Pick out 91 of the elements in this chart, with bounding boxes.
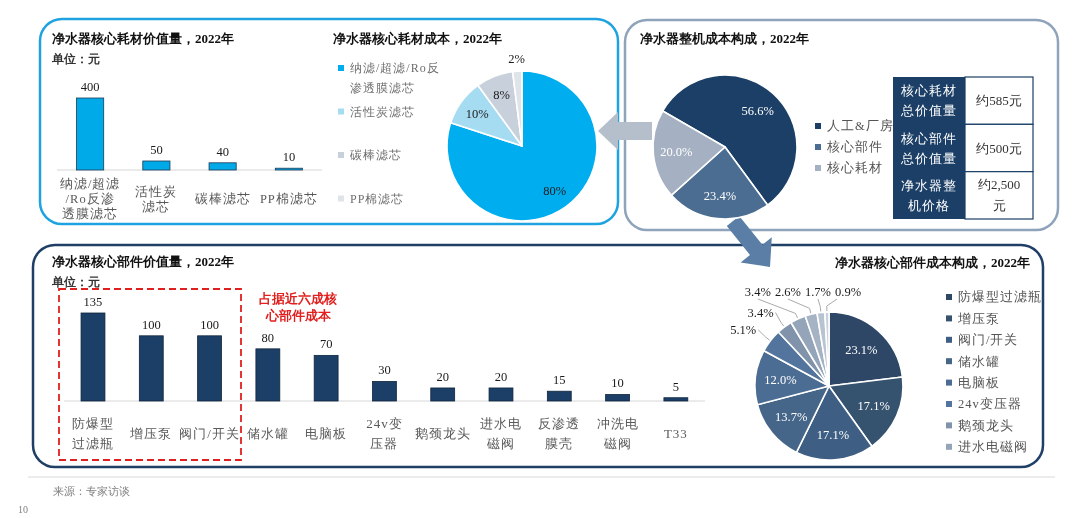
chart-title: 净水器核心耗材成本，2022年 [333, 30, 502, 46]
data-label: 3.4% [747, 305, 774, 320]
data-label: 80 [261, 330, 275, 345]
bar [197, 335, 222, 402]
chart-subtitle: 单位：元 [51, 52, 100, 67]
data-label: 2% [508, 52, 525, 67]
data-label: 8% [493, 87, 510, 102]
text: 约2,500元 [977, 177, 1021, 214]
x-tick-label: 反渗透膜壳 [538, 415, 581, 451]
data-label: 100 [200, 317, 219, 332]
data-label: 12.0% [764, 373, 797, 388]
text: 约585元 [976, 93, 1022, 109]
data-label: 135 [83, 295, 103, 309]
data-label: 56.6% [741, 103, 774, 118]
data-label: 0.9% [835, 285, 862, 300]
x-tick-label: 碳棒滤芯 [193, 192, 251, 207]
data-label: 2.6% [774, 285, 801, 300]
bar [313, 354, 339, 402]
data-label: 1.7% [804, 285, 831, 300]
legend-label: 核心耗材 [826, 160, 883, 176]
bar [138, 335, 164, 402]
x-tick-label: PP棉滤芯 [259, 192, 318, 207]
x-tick-label: 电脑板 [305, 425, 348, 441]
legend-label: 纳滤/超滤/Ro反渗透膜滤芯 [350, 61, 440, 96]
bar [142, 160, 171, 171]
text: 10 [18, 503, 28, 515]
bar [255, 348, 281, 402]
bar [605, 394, 630, 402]
legend-label: 活性炭滤芯 [350, 104, 415, 119]
text: 约500元 [976, 140, 1022, 156]
data-label: 400 [80, 80, 100, 94]
data-label: 10% [465, 106, 489, 121]
bar [546, 390, 572, 402]
x-tick-label: 储水罐 [246, 425, 289, 441]
legend-label: 碳棒滤芯 [349, 148, 402, 163]
chart-title: 净水器核心部件成本构成，2022年 [835, 254, 1030, 270]
chart-title: 净水器整机成本构成，2022年 [640, 30, 809, 46]
data-label: 23.1% [845, 342, 878, 357]
text: 核心部件总价值量 [900, 130, 957, 166]
bar [372, 381, 397, 402]
bar [663, 397, 689, 402]
x-tick-label: 防爆型过滤瓶 [71, 415, 114, 451]
bar [488, 387, 514, 402]
pie-slice [446, 70, 598, 222]
data-label: 13.7% [775, 410, 808, 425]
x-tick-label: 冲洗电磁阀 [596, 415, 639, 451]
legend-label: 增压泵 [957, 311, 1000, 326]
legend-label: 电脑板 [958, 375, 1000, 390]
chart-subtitle: 单位：元 [51, 275, 100, 290]
x-tick-label: 活性炭滤芯 [135, 184, 178, 214]
chart-title: 净水器核心耗材价值量，2022年 [52, 30, 234, 46]
data-label: 20 [436, 369, 449, 384]
chart-title: 净水器核心部件价值量，2022年 [52, 253, 234, 269]
data-label: 5.1% [730, 323, 757, 338]
bar [430, 387, 456, 402]
x-tick-label: 阀门/开关 [179, 425, 240, 441]
text: 净水器整机价格 [901, 177, 957, 213]
annotation: 占据近六成核心部件成本 [259, 291, 337, 324]
data-label: 20 [494, 369, 508, 384]
text: 核心耗材总价值量 [900, 83, 957, 119]
data-label: 15 [553, 373, 566, 388]
data-label: 5 [672, 379, 679, 394]
legend-label: 防爆型过滤瓶 [958, 290, 1042, 305]
x-tick-label: 24v变压器 [366, 415, 403, 451]
data-label: 23.4% [703, 189, 737, 204]
data-label: 3.4% [744, 285, 771, 300]
legend-label: 阀门/开关 [958, 332, 1019, 348]
x-tick-label: T33 [663, 425, 688, 441]
x-tick-label: 鹅颈龙头 [414, 425, 471, 441]
data-label: 10 [611, 376, 624, 391]
x-tick-label: 纳滤/超滤/Ro反渗透膜滤芯 [59, 177, 121, 222]
data-label: 10 [282, 150, 296, 165]
bar [76, 97, 105, 171]
x-tick-label: 增压泵 [129, 425, 173, 441]
legend-label: 人工&厂房 [827, 118, 894, 134]
source-note: 来源：专家访谈 [53, 484, 130, 497]
data-label: 70 [319, 337, 333, 352]
data-label: 50 [150, 143, 163, 157]
data-label: 20.0% [660, 145, 693, 160]
data-label: 40 [216, 144, 229, 159]
data-label: 17.1% [857, 399, 890, 414]
bar [80, 312, 106, 402]
legend-label: 储水罐 [958, 354, 1000, 369]
legend-label: 核心部件 [826, 139, 883, 155]
legend-label: 24v变压器 [958, 397, 1022, 412]
data-label: 80% [543, 184, 567, 199]
bar [208, 162, 237, 171]
data-label: 17.1% [816, 428, 850, 443]
data-label: 100 [141, 317, 161, 332]
x-tick-label: 进水电磁阀 [480, 415, 522, 451]
data-label: 30 [378, 363, 391, 378]
